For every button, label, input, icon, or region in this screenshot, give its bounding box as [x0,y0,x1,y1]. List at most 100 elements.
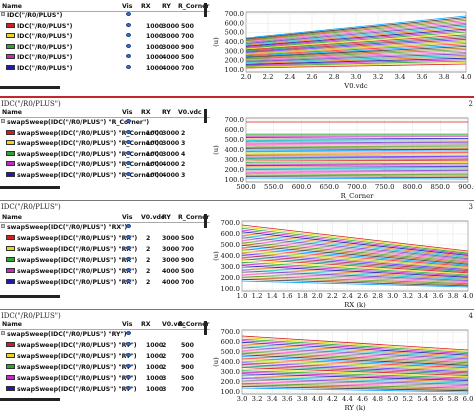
visibility-eye-icon[interactable] [126,64,131,69]
waveform-trace[interactable] [241,250,469,268]
waveform-trace[interactable] [241,251,469,269]
waveform-trace[interactable] [241,359,469,370]
signal-row[interactable]: IDC("/R0/PLUS") 1000 3000 700 [0,32,210,42]
column-header[interactable]: Name [2,109,22,116]
waveform-trace[interactable] [245,167,469,170]
signal-row[interactable]: IDC("/R0/PLUS") 1000 3000 900 [0,43,210,53]
signal-row[interactable]: swapSweep(IDC("/R0/PLUS") "RY") 1000 3 500 [0,374,210,384]
waveform-trace[interactable] [241,236,469,259]
visibility-eye-icon[interactable] [126,235,131,239]
waveform-trace[interactable] [241,362,469,372]
visibility-eye-icon[interactable] [126,375,131,379]
waveform-trace[interactable] [241,229,469,255]
waveform-trace[interactable] [241,260,469,275]
waveform-trace[interactable] [241,278,469,287]
waveform-trace[interactable] [245,173,469,176]
waveform-trace[interactable] [245,160,469,163]
waveform-trace[interactable] [245,137,469,139]
column-header[interactable]: Vis [122,321,133,328]
waveform-trace[interactable] [241,226,469,253]
waveform-trace[interactable] [245,140,469,142]
waveform-trace[interactable] [241,233,469,257]
waveform-trace[interactable] [241,341,469,356]
waveform-trace[interactable] [245,43,467,56]
expand-icon[interactable] [1,331,5,335]
waveform-trace[interactable] [241,335,469,351]
visibility-eye-icon[interactable] [126,129,131,134]
waveform-trace[interactable] [241,239,469,262]
column-header[interactable]: Name [2,321,22,328]
waveform-trace[interactable] [245,25,467,45]
signal-row[interactable]: swapSweep(IDC("/R0/PLUS") "R_Corner") 100… [0,129,210,139]
column-header[interactable]: Name [2,214,22,221]
waveform-trace[interactable] [241,267,469,279]
waveform-trace[interactable] [245,41,467,55]
signal-row[interactable]: IDC("/R0/PLUS") 1000 3000 500 [0,22,210,32]
waveform-trace[interactable] [241,241,469,263]
visibility-eye-icon[interactable] [126,224,131,228]
waveform-trace[interactable] [245,62,467,68]
waveform-trace[interactable] [241,381,469,388]
signal-row[interactable]: swapSweep(IDC("/R0/PLUS") "RX") 2 4000 500 [0,267,210,277]
waveform-trace[interactable] [241,386,469,392]
horizontal-scrollbar[interactable] [0,86,60,89]
waveform-trace[interactable] [245,30,467,48]
waveform-trace[interactable] [241,356,469,367]
signal-row[interactable]: swapSweep(IDC("/R0/PLUS") "RY") [0,330,210,340]
vertical-scrollbar[interactable] [204,321,207,335]
column-header[interactable]: R_Corner [178,321,210,328]
visibility-eye-icon[interactable] [126,353,131,357]
visibility-eye-icon[interactable] [126,246,131,250]
waveform-trace[interactable] [241,378,469,385]
waveform-trace[interactable] [245,163,469,166]
waveform-trace[interactable] [245,169,469,171]
horizontal-scrollbar[interactable] [0,186,60,189]
waveform-trace[interactable] [241,384,469,390]
signal-row[interactable]: swapSweep(IDC("/R0/PLUS") "RY") 1000 2 700 [0,352,210,362]
waveform-trace[interactable] [241,352,469,365]
waveform-trace[interactable] [245,54,467,63]
waveform-trace[interactable] [245,33,467,50]
waveform-trace[interactable] [241,255,469,271]
waveform-trace[interactable] [241,367,469,376]
waveform-trace[interactable] [245,34,467,51]
waveform-trace[interactable] [241,360,469,371]
waveform-trace[interactable] [241,243,469,264]
waveform-trace[interactable] [245,38,467,53]
visibility-eye-icon[interactable] [126,386,131,390]
waveform-plot[interactable]: 700.0 600.0 500.0 400.0 300.0 200.0 100.01.0 1.… [212,213,474,309]
waveform-trace[interactable] [241,346,469,360]
vertical-scrollbar[interactable] [204,214,207,228]
waveform-trace[interactable] [245,59,467,66]
column-header[interactable]: Name [2,3,22,10]
waveform-trace[interactable] [241,263,469,277]
column-header[interactable]: R_Corner [178,214,210,221]
waveform-trace[interactable] [245,18,467,41]
waveform-trace[interactable] [245,159,469,162]
visibility-eye-icon[interactable] [126,342,131,346]
waveform-trace[interactable] [241,338,469,353]
waveform-trace[interactable] [241,387,469,393]
signal-row[interactable]: swapSweep(IDC("/R0/PLUS") "RX") 2 3000 500 [0,234,210,244]
column-header[interactable]: V0.vdc [162,321,186,328]
waveform-trace[interactable] [241,376,469,384]
signal-row[interactable]: swapSweep(IDC("/R0/PLUS") "RY") 1000 2 500 [0,341,210,351]
waveform-trace[interactable] [241,265,469,278]
waveform-trace[interactable] [245,20,467,42]
waveform-trace[interactable] [241,256,469,273]
waveform-trace[interactable] [241,272,469,282]
waveform-trace[interactable] [241,224,469,252]
waveform-plot[interactable]: 700.0 600.0 500.0 400.0 300.0 200.0 100.03.0 3.… [212,322,474,412]
waveform-trace[interactable] [245,36,467,52]
visibility-eye-icon[interactable] [126,22,131,27]
waveform-trace[interactable] [241,337,469,352]
waveform-trace[interactable] [245,17,467,40]
signal-row[interactable]: IDC("/R0/PLUS") 1000 4000 700 [0,64,210,74]
column-header[interactable]: RY [162,109,171,116]
waveform-trace[interactable] [241,349,469,362]
waveform-trace[interactable] [241,368,469,378]
signal-row[interactable]: swapSweep(IDC("/R0/PLUS") "R_Corner") 100… [0,139,210,149]
waveform-trace[interactable] [245,174,469,177]
waveform-trace[interactable] [241,354,469,366]
